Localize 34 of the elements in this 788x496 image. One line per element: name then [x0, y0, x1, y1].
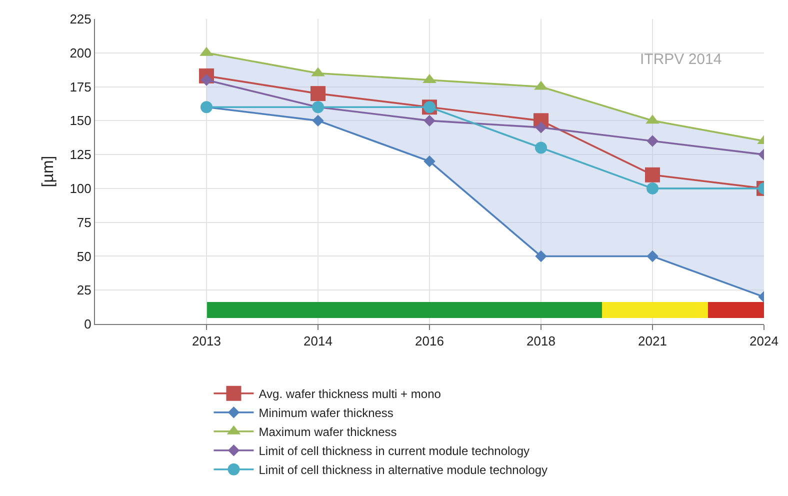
y-tick-label: 125: [70, 147, 92, 162]
y-axis-title: [µm]: [40, 156, 57, 188]
point: [646, 250, 658, 262]
point: [312, 114, 324, 127]
x-tick-label: 2016: [415, 334, 444, 349]
x-tick-label: 2021: [638, 334, 667, 349]
y-tick-label: 75: [76, 214, 92, 230]
point: [535, 142, 547, 154]
legend-label: Avg. wafer thickness multi + mono: [258, 387, 442, 402]
point: [646, 182, 658, 194]
point: [424, 155, 436, 168]
annotation: ITRPV 2014: [640, 51, 722, 68]
y-tick-label: 100: [70, 180, 92, 196]
y-tick-label: 50: [76, 248, 92, 264]
y-tick-label: 225: [70, 12, 92, 27]
point: [424, 114, 436, 127]
legend-label: Limit of cell thickness in alternative module technology: [258, 463, 548, 478]
point: [645, 167, 660, 182]
legend-label: Maximum wafer thickness: [258, 425, 397, 440]
legend-label: Limit of cell thickness in current module technology: [258, 444, 530, 458]
point: [535, 122, 547, 134]
y-tick-label: 0: [84, 316, 92, 332]
y-tick-label: 150: [70, 113, 92, 128]
y-tick-label: 200: [70, 45, 92, 60]
x-tick-label: 2024: [750, 334, 778, 349]
y-tick-label: 25: [76, 282, 92, 298]
point: [310, 86, 326, 102]
legend-label: Minimum wafer thickness: [258, 406, 394, 420]
point: [646, 135, 658, 147]
x-tick-label: 2018: [526, 334, 556, 349]
x-tick-label: 2013: [192, 334, 221, 349]
x-tick-label: 2014: [304, 334, 332, 349]
y-tick-label: 175: [70, 79, 92, 94]
point: [535, 250, 547, 262]
